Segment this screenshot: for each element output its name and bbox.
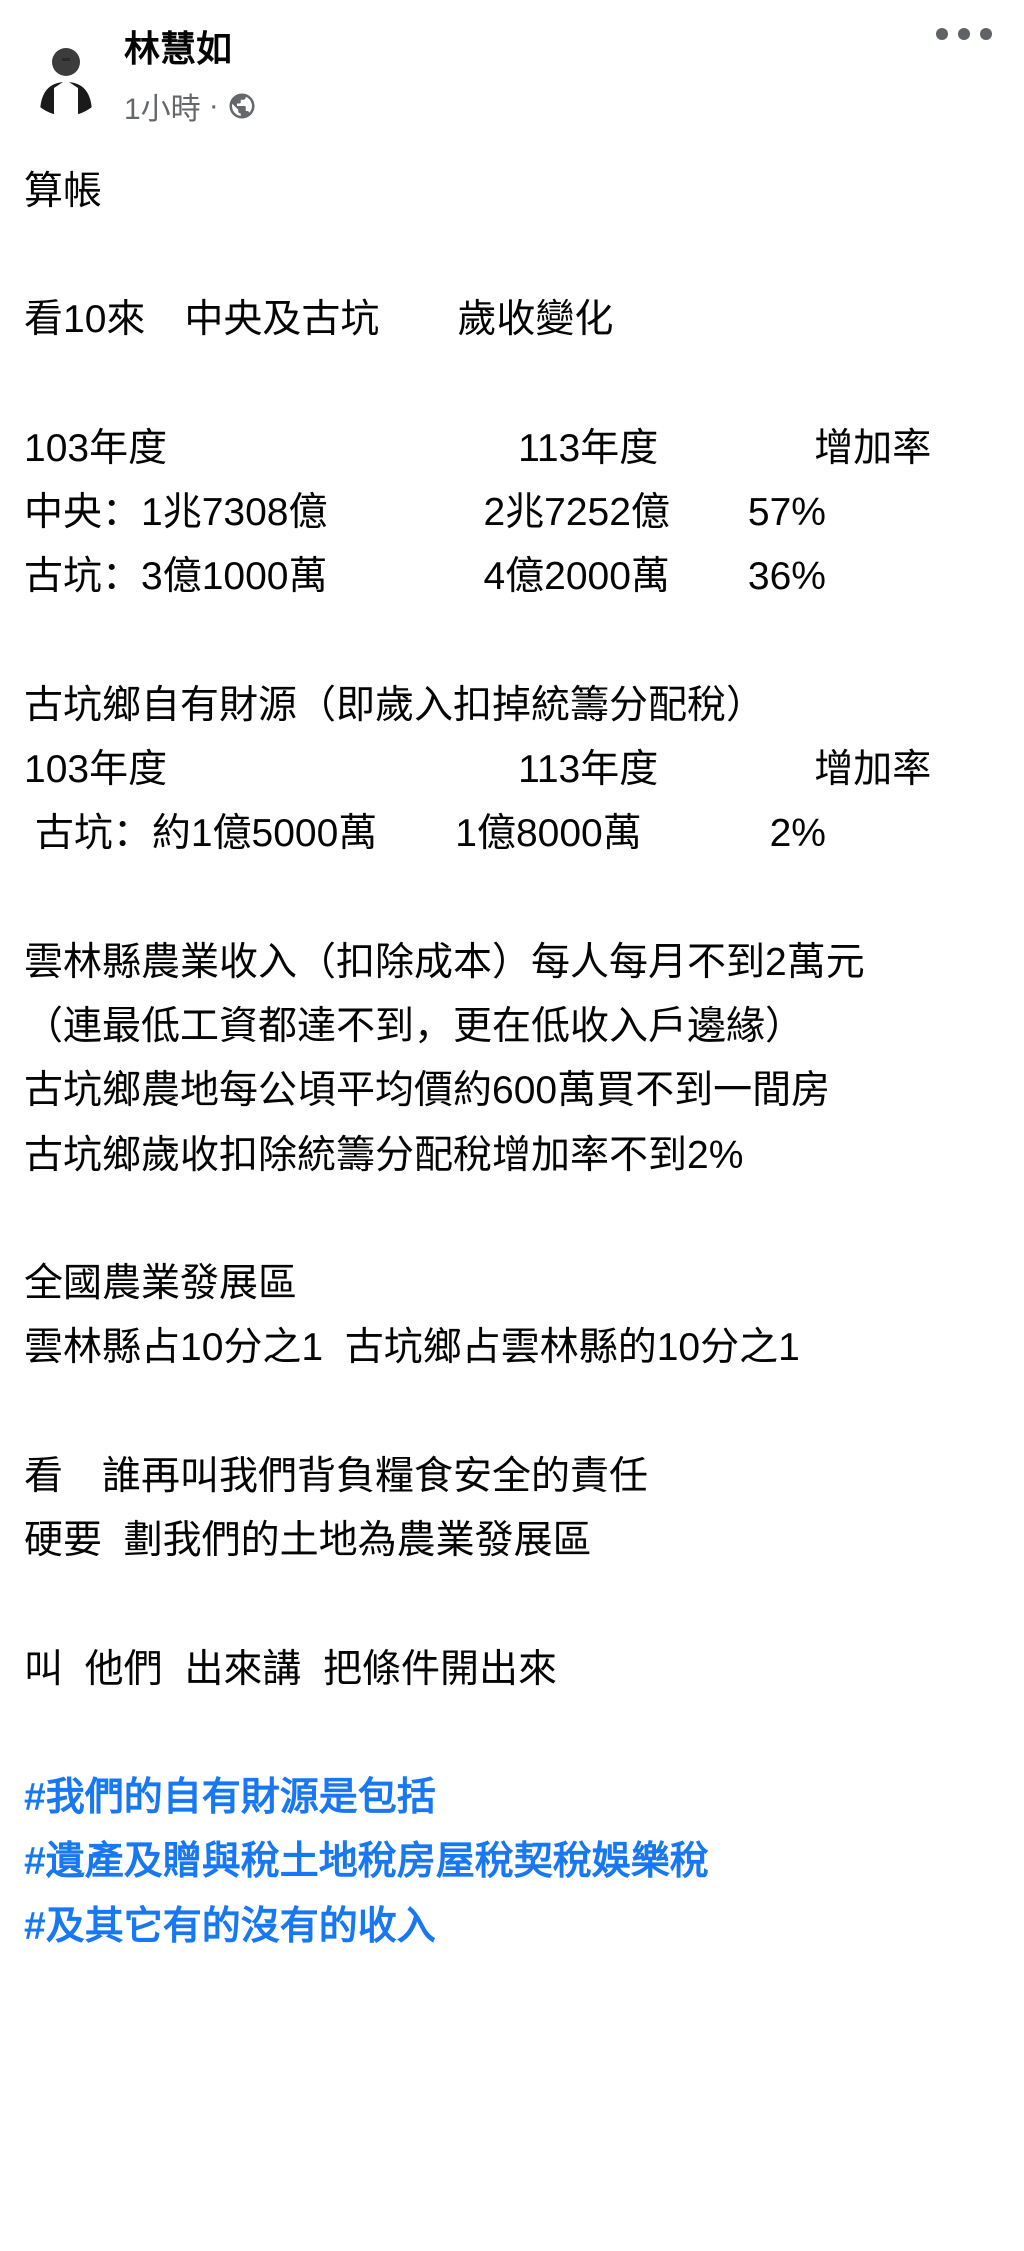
post-paragraph: 看 誰再叫我們背負糧食安全的責任 硬要 劃我們的土地為農業發展區	[24, 1445, 1000, 1574]
hashtag-link[interactable]: #遺產及贈與稅土地稅房屋稅契稅娛樂稅	[24, 1840, 709, 1883]
post-paragraph: 103年度 113年度 增加率 中央：1兆7308億 2兆7252億 57% 古…	[24, 417, 1000, 610]
dot-icon	[958, 28, 970, 40]
timestamp[interactable]: 1小時	[124, 84, 201, 128]
dot-icon	[980, 28, 992, 40]
post-paragraph: 叫 他們 出來講 把條件開出來	[24, 1638, 1000, 1702]
hashtag-link[interactable]: #及其它有的沒有的收入	[24, 1905, 436, 1948]
post-meta: 1小時 ·	[124, 84, 257, 128]
avatar[interactable]	[24, 32, 108, 116]
post-paragraph: 古坑鄉自有財源（即歲入扣掉統籌分配稅） 103年度 113年度 增加率 古坑：約…	[24, 674, 1000, 867]
hashtag-link[interactable]: #我們的自有財源是包括	[24, 1776, 436, 1819]
post-header: 林慧如 1小時 ·	[24, 20, 1000, 128]
author-name[interactable]: 林慧如	[124, 20, 257, 72]
more-options-button[interactable]	[928, 20, 1000, 48]
profile-area: 林慧如 1小時 ·	[24, 20, 257, 128]
avatar-image	[24, 32, 108, 116]
name-time-block: 林慧如 1小時 ·	[124, 20, 257, 128]
globe-icon[interactable]	[227, 91, 257, 121]
post-paragraph: 全國農業發展區 雲林縣占10分之1 古坑鄉占雲林縣的10分之1	[24, 1252, 1000, 1381]
dot-icon	[936, 28, 948, 40]
post-container: 林慧如 1小時 · 算帳 看10來 中央及古坑 歲收變化 103年度	[0, 0, 1024, 1979]
meta-separator: ·	[209, 89, 219, 123]
post-paragraph: 看10來 中央及古坑 歲收變化	[24, 288, 1000, 352]
post-body: 算帳 看10來 中央及古坑 歲收變化 103年度 113年度 增加率 中央：1兆…	[24, 160, 1000, 1959]
post-paragraph: 雲林縣農業收入（扣除成本）每人每月不到2萬元 （連最低工資都達不到，更在低收入戶…	[24, 931, 1000, 1188]
post-paragraph: 算帳	[24, 160, 1000, 224]
